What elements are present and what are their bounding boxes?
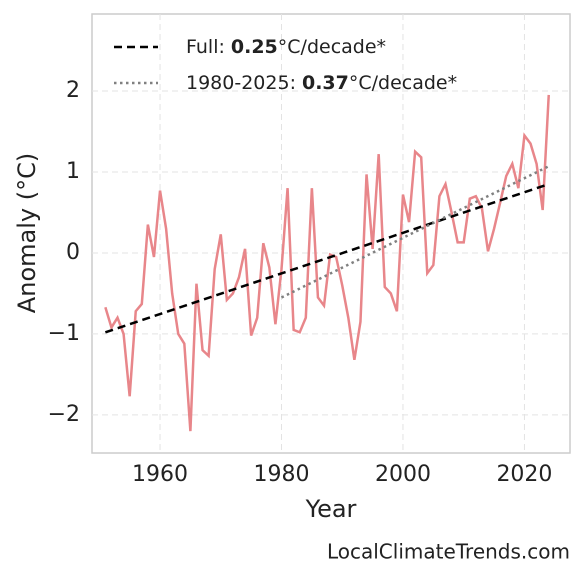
y-tick-label: −1 (48, 321, 80, 346)
plot-frame (91, 13, 571, 454)
legend-name: 1980-2025: (186, 72, 296, 94)
y-tick-label: 1 (66, 159, 80, 184)
x-tick-label: 2000 (375, 462, 431, 487)
legend-name: Full: (186, 36, 225, 58)
legend-label: 1980-2025: 0.37°C/decade* (186, 72, 457, 94)
y-tick-label: −2 (48, 402, 80, 427)
legend-unit: °C/decade* (349, 72, 457, 94)
y-tick-label: 2 (66, 78, 80, 103)
footer: LocalClimateTrends.com (327, 540, 570, 564)
x-tick-label: 1960 (132, 462, 188, 487)
y-axis-title: Anomaly (°C) (13, 153, 41, 313)
legend-label: Full: 0.25°C/decade* (186, 36, 386, 58)
x-tick-label: 1980 (253, 462, 309, 487)
legend-unit: °C/decade* (278, 36, 386, 58)
trend-line (280, 165, 550, 299)
legend-rate: 0.25 (231, 36, 278, 58)
y-tick-label: 0 (66, 240, 80, 265)
legend-rate: 0.37 (302, 72, 349, 94)
x-tick-label: 2020 (496, 462, 552, 487)
data-line (104, 94, 550, 432)
x-axis-title: Year (305, 495, 357, 523)
